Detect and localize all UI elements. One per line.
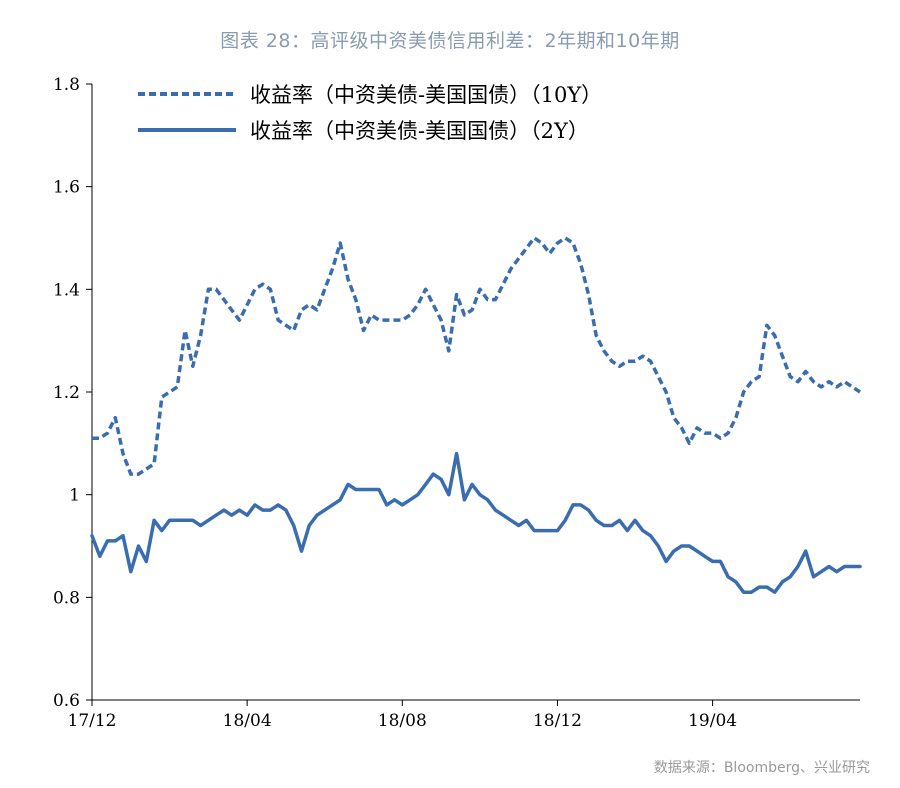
chart-legend: 收益率（中资美债-美国国债）（10Y） 收益率（中资美债-美国国债）（2Y）	[138, 83, 602, 143]
y-axis-ticks: 1.8 1.6 1.4 1.2 1 0.8 0.6	[53, 75, 92, 711]
x-tick-label: 19/04	[688, 711, 737, 731]
x-axis-ticks: 17/12 18/04 18/08 18/12 19/04	[68, 700, 737, 731]
y-tick-label: 1.8	[53, 75, 80, 95]
y-tick-label: 1.6	[53, 178, 80, 198]
y-tick-label: 1	[69, 486, 80, 506]
x-tick-label: 18/12	[533, 711, 582, 731]
series-lines	[90, 236, 862, 594]
series-line-2y	[90, 451, 862, 594]
x-tick-label: 17/12	[68, 711, 117, 731]
x-tick-label: 18/08	[378, 711, 427, 731]
y-tick-label: 0.8	[53, 588, 80, 608]
legend-label-10y: 收益率（中资美债-美国国债）（10Y）	[250, 83, 602, 107]
y-tick-label: 0.6	[53, 691, 80, 711]
y-tick-label: 1.2	[53, 383, 80, 403]
chart-title: 图表 28：高评级中资美债信用利差：2年期和10年期	[220, 30, 680, 52]
series-line-10y	[92, 236, 861, 476]
x-tick-label: 18/04	[223, 711, 272, 731]
source-note: 数据来源：Bloomberg、兴业研究	[653, 760, 870, 776]
legend-label-2y: 收益率（中资美债-美国国债）（2Y）	[250, 119, 589, 143]
y-tick-label: 1.4	[53, 280, 80, 300]
